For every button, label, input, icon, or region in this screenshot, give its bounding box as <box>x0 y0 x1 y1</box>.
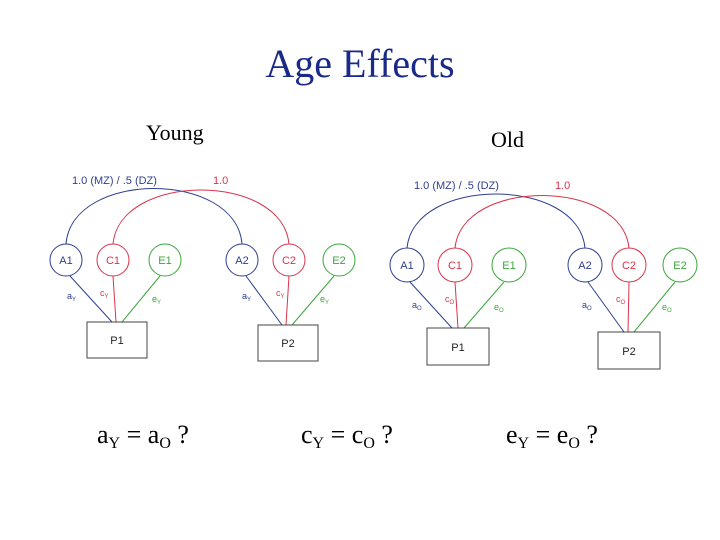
old-path-a1 <box>409 281 453 329</box>
old-latent-E1-label: E1 <box>502 260 515 272</box>
young-latent-E1 <box>148 243 182 277</box>
young-latent-E2 <box>322 243 356 277</box>
young-observed-P1 <box>86 321 148 359</box>
equation-e: eY = eO ? <box>506 420 598 452</box>
young-path-a1 <box>69 275 113 323</box>
young-path-c2 <box>285 275 290 326</box>
equation-c-question: ? <box>381 420 393 449</box>
old-latent-A1-label: A1 <box>400 260 413 272</box>
young-a-correlation-arc <box>65 188 243 245</box>
young-path-e2 <box>291 275 335 326</box>
equation-e-left-sub: Y <box>517 435 530 452</box>
old-path-a2 <box>587 281 625 333</box>
old-c-correlation-arc <box>454 195 630 249</box>
old-latent-A1 <box>389 247 425 283</box>
old-path-e2-label: eO <box>662 302 672 314</box>
old-path-e2 <box>633 281 676 333</box>
old-a-correlation-label: 1.0 (MZ) / .5 (DZ) <box>414 180 499 192</box>
equation-c-right-sub: O <box>363 435 375 452</box>
young-path-c1 <box>112 275 117 323</box>
old-path-c1-label: cO <box>445 294 455 306</box>
page-title: Age Effects <box>265 41 455 86</box>
old-label: Old <box>491 127 524 152</box>
old-observed-P2-label: P2 <box>622 346 635 358</box>
young-path-a2-label: aY <box>242 291 251 303</box>
old-diagram: 1.0 (MZ) / .5 (DZ) 1.0 A1 C1 E1 A2 C2 E2… <box>389 180 698 370</box>
young-observed-P2 <box>257 324 319 362</box>
equation-e-right: e <box>556 420 569 449</box>
old-latent-E1 <box>491 247 527 283</box>
young-latent-C1-label: C1 <box>106 255 120 267</box>
young-latent-E2-label: E2 <box>332 255 345 267</box>
old-latent-E2 <box>662 247 698 283</box>
young-latent-A1-label: A1 <box>59 255 72 267</box>
old-path-c2 <box>627 281 630 333</box>
young-a-correlation-label: 1.0 (MZ) / .5 (DZ) <box>72 175 157 187</box>
equation-a-right: a <box>147 420 160 449</box>
old-path-c1 <box>454 281 459 329</box>
young-latent-C2-label: C2 <box>282 255 296 267</box>
equation-a-right-sub: O <box>159 435 171 452</box>
old-latent-E2-label: E2 <box>673 260 686 272</box>
young-path-e2-label: eY <box>320 294 329 306</box>
young-observed-P2-label: P2 <box>281 338 294 350</box>
young-latent-A2 <box>225 243 259 277</box>
old-latent-A2-label: A2 <box>578 260 591 272</box>
equation-a: aY = aO ? <box>97 420 189 452</box>
young-path-a1-label: aY <box>67 291 76 303</box>
equation-c-left-sub: Y <box>312 435 325 452</box>
old-path-a1-label: aO <box>412 300 422 312</box>
equation-c-left: c <box>301 420 313 449</box>
old-path-c2-label: cO <box>616 294 626 306</box>
old-path-a2-label: aO <box>582 300 592 312</box>
old-observed-P2 <box>597 331 661 370</box>
young-label: Young <box>146 120 204 145</box>
old-path-e1-label: eO <box>494 302 504 314</box>
equation-a-left-sub: Y <box>108 435 121 452</box>
old-observed-P1-label: P1 <box>451 342 464 354</box>
equation-a-left: a <box>97 420 109 449</box>
equation-e-left: e <box>506 420 518 449</box>
young-path-c1-label: cY <box>100 288 109 300</box>
equation-c: cY = cO ? <box>301 420 393 452</box>
old-latent-C1-label: C1 <box>448 260 462 272</box>
young-latent-E1-label: E1 <box>158 255 171 267</box>
young-c-correlation-arc <box>112 189 290 245</box>
young-latent-A2-label: A2 <box>235 255 248 267</box>
young-path-c2-label: cY <box>276 288 285 300</box>
young-path-a2 <box>245 275 283 326</box>
young-latent-A1 <box>49 243 83 277</box>
equation-a-question: ? <box>177 420 189 449</box>
old-latent-C2-label: C2 <box>622 260 636 272</box>
young-path-e1 <box>121 275 161 323</box>
equation-e-right-sub: O <box>568 435 580 452</box>
equation-e-question: ? <box>586 420 598 449</box>
old-path-e1 <box>463 281 505 329</box>
old-c-correlation-label: 1.0 <box>555 180 570 192</box>
old-observed-P1 <box>426 327 490 366</box>
young-observed-P1-label: P1 <box>110 335 123 347</box>
young-c-correlation-label: 1.0 <box>213 175 228 187</box>
young-path-e1-label: eY <box>152 294 161 306</box>
old-latent-A2 <box>567 247 603 283</box>
old-a-correlation-arc <box>406 193 586 249</box>
young-diagram: 1.0 (MZ) / .5 (DZ) 1.0 A1 C1 E1 A2 C2 E2… <box>49 175 356 362</box>
equation-c-right: c <box>351 420 364 449</box>
